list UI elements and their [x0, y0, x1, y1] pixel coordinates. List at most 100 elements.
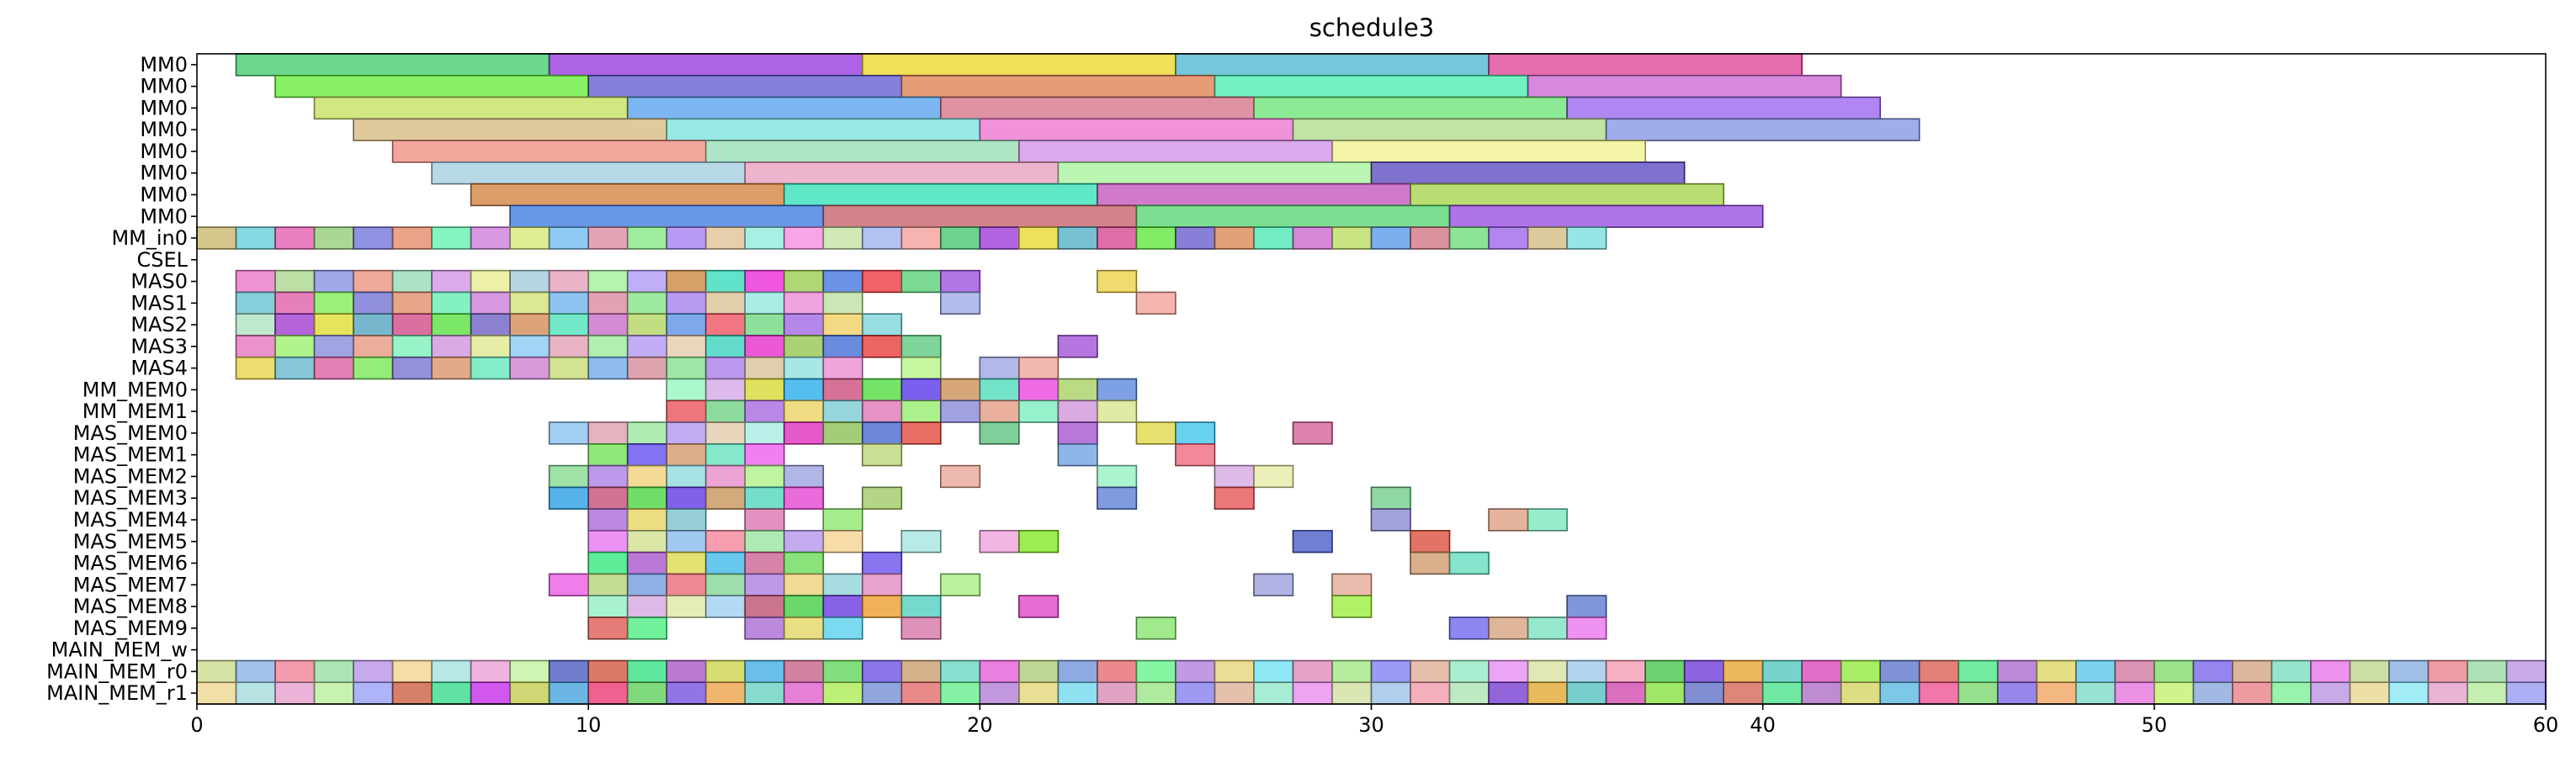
- row-label: MAS_MEM6: [73, 552, 188, 575]
- task-bar: [626, 573, 668, 596]
- task-bar: [313, 356, 354, 380]
- task-bar: [391, 681, 433, 705]
- task-bar: [861, 269, 903, 294]
- task-bar: [666, 356, 707, 380]
- task-bar: [822, 313, 863, 336]
- task-bar: [1175, 226, 1216, 250]
- task-bar: [744, 442, 785, 467]
- task-bar: [470, 335, 511, 358]
- row-label: MAS3: [130, 335, 188, 358]
- task-bar: [704, 442, 746, 467]
- task-bar: [2388, 659, 2430, 684]
- task-bar: [744, 356, 785, 380]
- row-label: MM0: [140, 161, 188, 185]
- task-bar: [1097, 681, 1138, 705]
- task-bar: [704, 291, 746, 315]
- task-bar: [744, 400, 785, 423]
- task-bar: [431, 681, 472, 705]
- row-label: MM0: [140, 118, 188, 141]
- task-bar: [2467, 659, 2508, 684]
- task-bar: [704, 269, 746, 294]
- task-bar: [666, 226, 707, 250]
- task-bar: [509, 356, 550, 380]
- task-bar: [548, 573, 589, 596]
- task-bar: [235, 53, 550, 77]
- task-bar: [1331, 226, 1373, 250]
- task-bar: [1957, 659, 1999, 684]
- x-tick-label: 10: [576, 713, 602, 737]
- task-bar: [979, 659, 1020, 684]
- task-bar: [548, 291, 589, 315]
- task-bar: [822, 595, 863, 618]
- x-tick-label: 60: [2533, 713, 2559, 737]
- task-bar: [666, 118, 981, 141]
- task-bar: [666, 464, 707, 489]
- task-bar: [626, 595, 668, 618]
- task-bar: [861, 335, 903, 358]
- task-bar: [1448, 617, 1490, 640]
- task-bar: [587, 659, 629, 684]
- task-bar: [979, 356, 1020, 380]
- task-bar: [940, 659, 981, 684]
- task-bar: [2388, 681, 2430, 705]
- task-bar: [1410, 659, 1451, 684]
- task-bar: [391, 269, 433, 294]
- task-bar: [666, 269, 707, 294]
- task-bar: [1135, 226, 1176, 250]
- task-bar: [1370, 508, 1411, 532]
- task-bar: [666, 595, 707, 618]
- task-bar: [587, 681, 629, 705]
- task-bar: [822, 204, 1138, 228]
- task-bar: [783, 659, 825, 684]
- task-bar: [744, 464, 785, 489]
- task-bar: [1018, 140, 1333, 163]
- task-bar: [861, 595, 903, 618]
- task-bar: [1488, 508, 1529, 532]
- task-bar: [587, 335, 629, 358]
- task-bar: [900, 617, 942, 640]
- task-bar: [822, 269, 863, 294]
- task-bar: [235, 291, 276, 315]
- task-bar: [353, 356, 394, 380]
- task-bar: [235, 681, 276, 705]
- row-label: MAS2: [130, 313, 188, 336]
- task-bar: [587, 508, 629, 532]
- task-bar: [1331, 681, 1373, 705]
- task-bar: [704, 335, 746, 358]
- task-bar: [979, 530, 1020, 553]
- task-bar: [1253, 659, 1294, 684]
- task-bar: [1527, 617, 1568, 640]
- task-bar: [666, 442, 707, 467]
- task-bar: [1448, 551, 1490, 575]
- task-bar: [2232, 681, 2273, 705]
- task-bar: [861, 53, 1176, 77]
- task-bar: [548, 421, 589, 445]
- task-bar: [587, 313, 629, 336]
- task-bar: [940, 269, 981, 294]
- task-bar: [822, 291, 863, 315]
- task-bar: [666, 313, 707, 336]
- task-bar: [900, 356, 942, 380]
- task-bar: [626, 659, 668, 684]
- chart-title: schedule3: [1309, 13, 1434, 42]
- task-bar: [1097, 464, 1138, 489]
- task-bar: [1057, 681, 1098, 705]
- task-bar: [587, 551, 629, 575]
- task-bar: [2467, 681, 2508, 705]
- task-bar: [548, 269, 589, 294]
- task-bar: [1996, 659, 2038, 684]
- task-bar: [1488, 681, 1529, 705]
- task-bar: [822, 508, 863, 532]
- task-bar: [1448, 681, 1490, 705]
- task-bar: [1801, 681, 1842, 705]
- task-bar: [626, 486, 668, 510]
- task-bar: [744, 378, 785, 402]
- task-bar: [1253, 681, 1294, 705]
- task-bar: [626, 421, 668, 445]
- task-bar: [783, 356, 825, 380]
- task-bar: [783, 551, 825, 575]
- task-bar: [1566, 659, 1607, 684]
- task-bar: [2427, 659, 2468, 684]
- task-bar: [274, 659, 316, 684]
- task-bar: [1135, 291, 1176, 315]
